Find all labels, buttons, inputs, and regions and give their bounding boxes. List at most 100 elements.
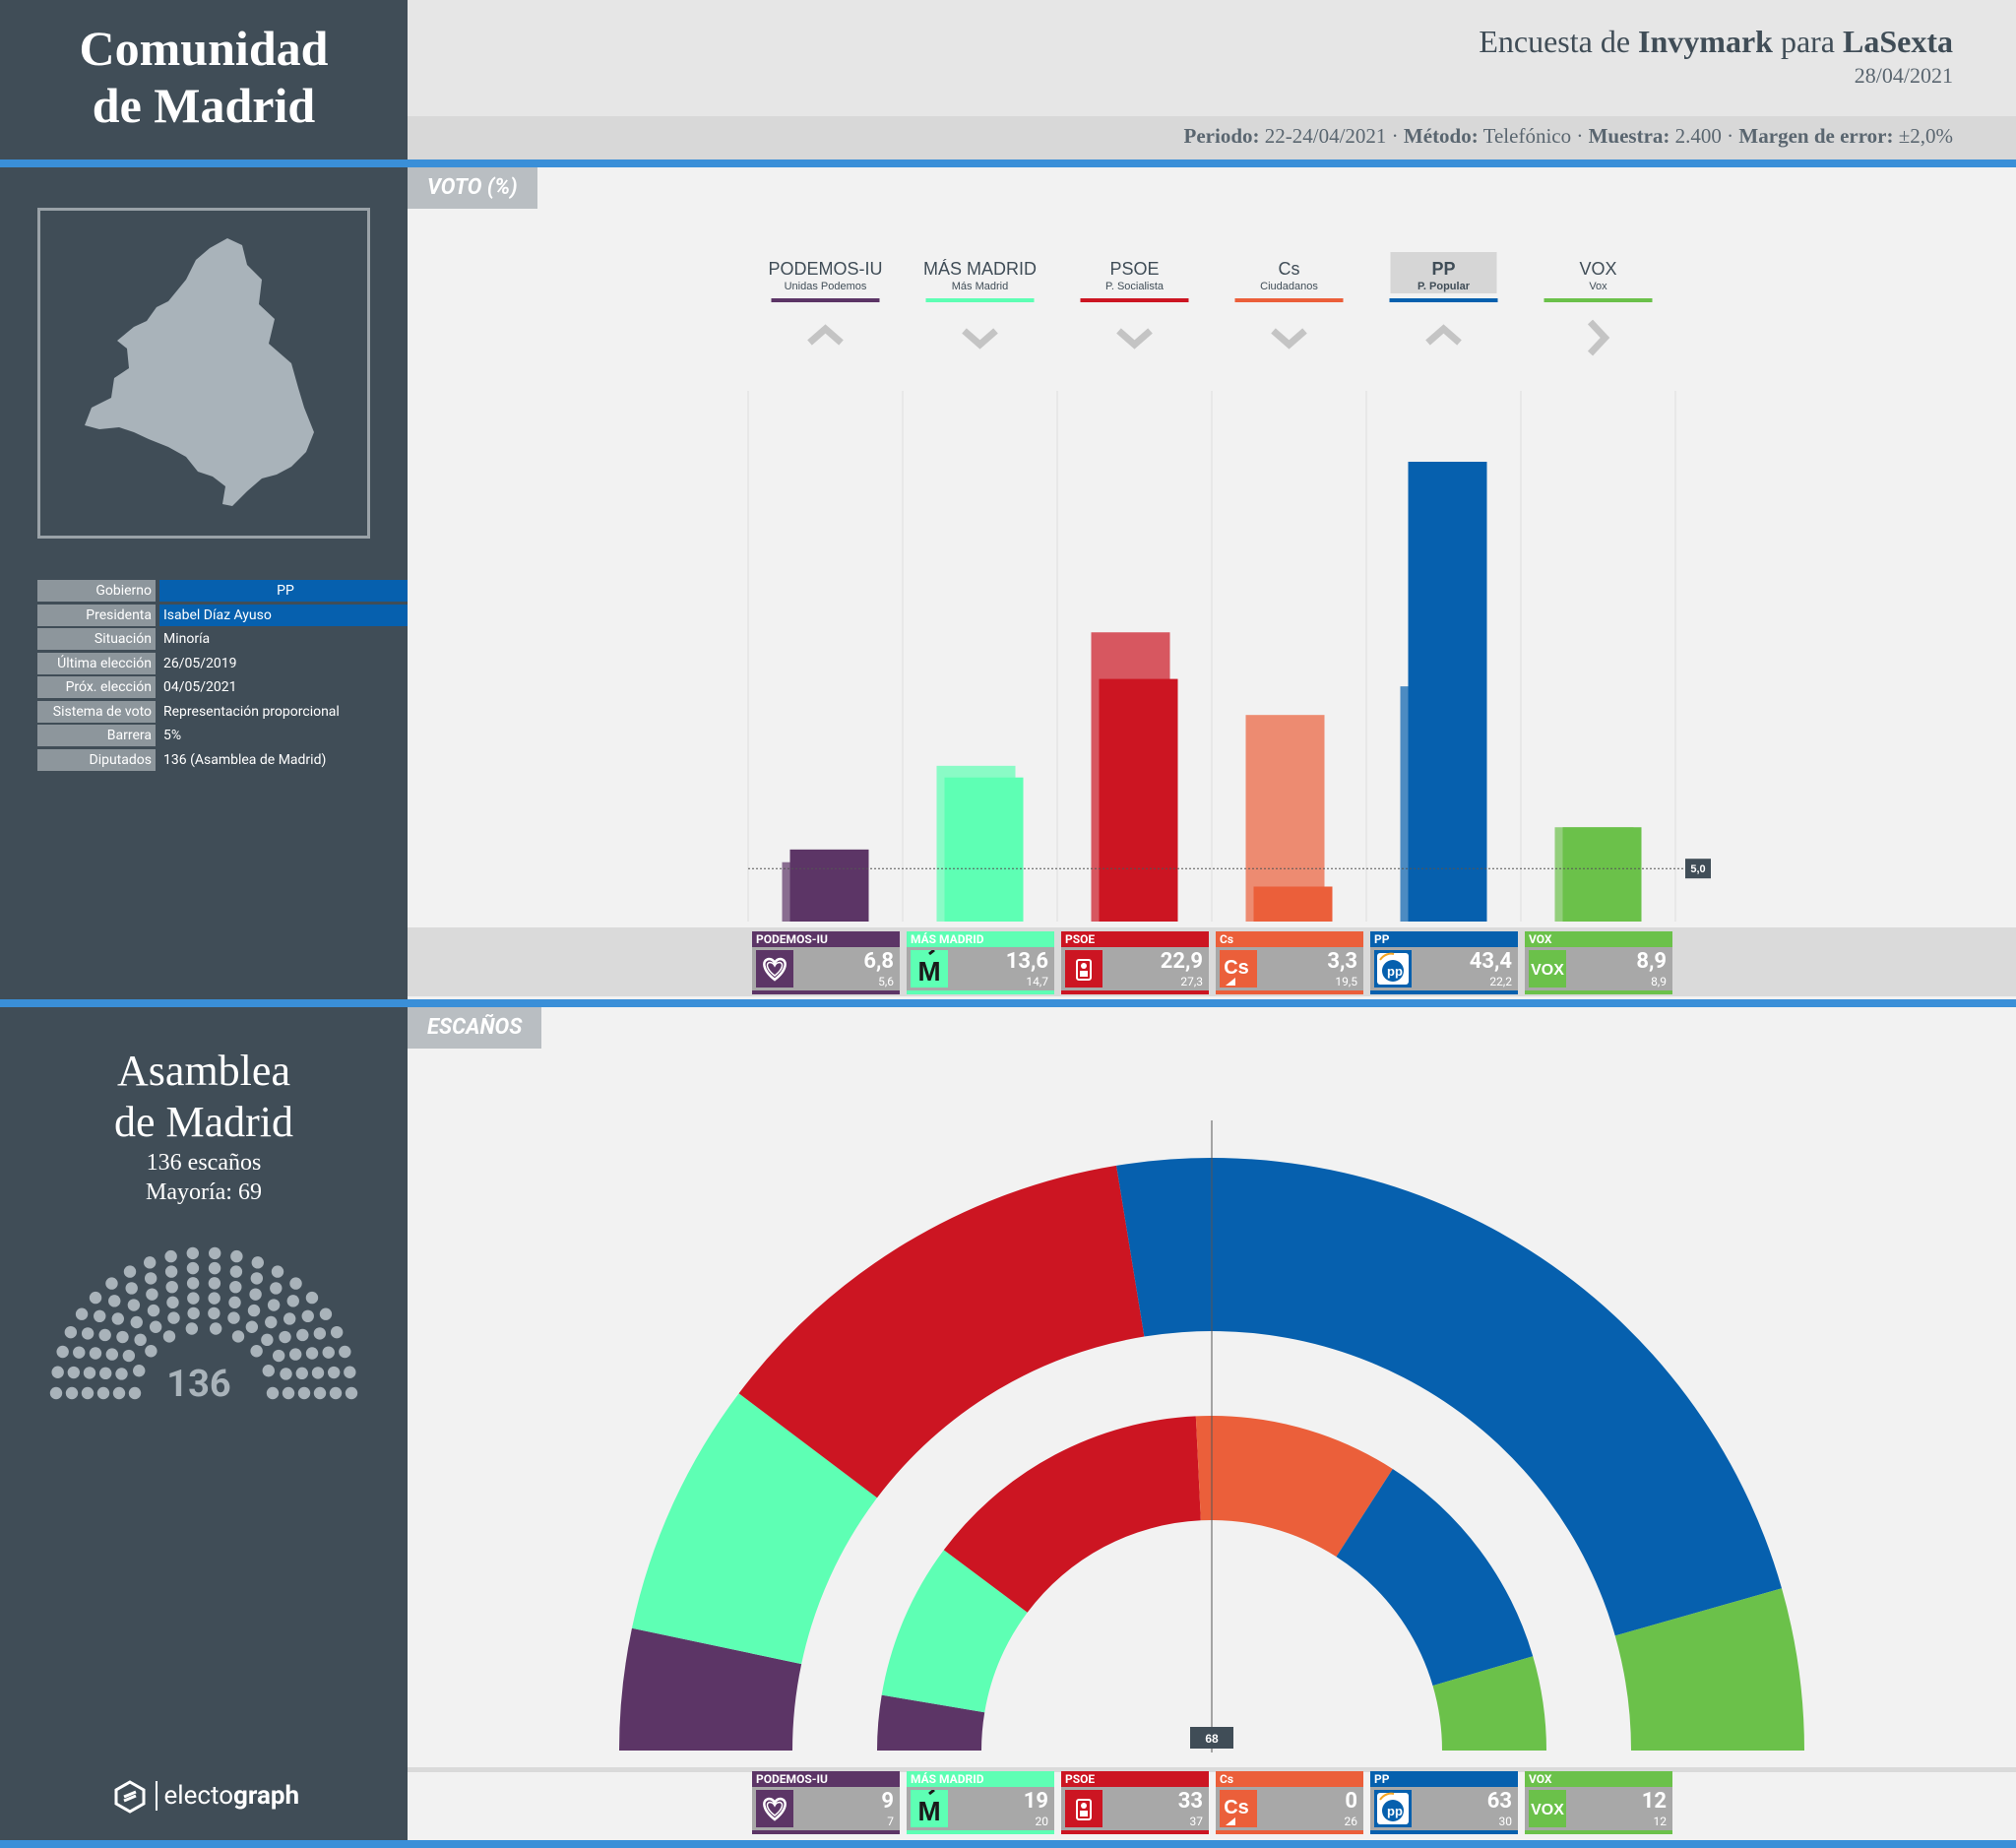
previous-seats-segment-podemos-iu <box>877 1694 985 1751</box>
party-card-mas-madrid: MÁS MADRID M 19 20 <box>907 1771 1054 1834</box>
region-title: Comunidad de Madrid <box>0 20 408 134</box>
info-key: Presidenta <box>37 604 156 626</box>
seat-dot <box>116 1330 129 1344</box>
current-seats-segment-mas-madrid <box>631 1393 878 1665</box>
party-card-underline <box>1525 1830 1672 1834</box>
info-key: Barrera <box>37 725 156 746</box>
party-card-label: MÁS MADRID <box>907 931 1054 947</box>
info-key: Gobierno <box>37 580 156 602</box>
seat-dot <box>186 1261 200 1275</box>
seat-dot <box>111 1312 124 1325</box>
majority-badge <box>1190 1727 1233 1749</box>
party-header-label: Cs <box>1279 259 1300 279</box>
periodo-label: Periodo: <box>1183 124 1260 148</box>
party-card-podemos-iu: PODEMOS-IU 6,8 5,6 <box>752 931 900 994</box>
party-header-highlight <box>1390 252 1497 293</box>
divider-bottom <box>0 1840 2016 1848</box>
seat-dot <box>250 1345 263 1358</box>
party-color-underline <box>1080 298 1189 302</box>
seat-dot <box>284 1312 296 1325</box>
party-card-underline <box>752 1830 900 1834</box>
seat-dot <box>89 1291 102 1305</box>
previous-seats-segment-pp <box>1336 1468 1534 1687</box>
seat-dot <box>133 1365 146 1377</box>
seat-dot <box>115 1368 128 1380</box>
party-card-cs: Cs Cs 0 26 <box>1216 1771 1363 1834</box>
svg-text:pp: pp <box>1387 1804 1403 1818</box>
party-card-vox: VOX VOX 8,9 8,9 <box>1525 931 1672 994</box>
vox-logo-icon: VOX <box>1531 1802 1564 1818</box>
pollster-name: Invymark <box>1638 24 1773 59</box>
party-card-pp: PP pp 63 30 <box>1370 1771 1518 1834</box>
seat-dot <box>187 1306 200 1320</box>
party-logo-icon: Cs <box>1220 950 1257 988</box>
party-logo-icon: VOX <box>1529 1790 1566 1827</box>
seat-dot <box>145 1345 158 1358</box>
info-key: Sistema de voto <box>37 700 156 723</box>
party-card-previous: 22,2 <box>1489 975 1512 988</box>
pp-logo-icon: pp <box>1377 952 1409 985</box>
seat-dot <box>67 1366 81 1379</box>
meta-sep: · <box>1727 124 1734 148</box>
seat-dot <box>167 1311 180 1324</box>
party-logo-icon: pp <box>1374 950 1412 988</box>
metodo-label: Método: <box>1403 124 1479 148</box>
threshold-label: 5,0 <box>1690 863 1705 875</box>
seats-hemicycle-chart: 68 <box>408 1120 2016 1772</box>
seat-dot <box>122 1349 136 1363</box>
current-seats-segment-pp <box>1116 1158 1783 1636</box>
party-full-name: Vox <box>1589 281 1607 292</box>
brand-logo: electograph <box>114 1780 299 1814</box>
periodo-value: 22-24/04/2021 <box>1264 124 1387 148</box>
current-seats-segment-podemos-iu <box>619 1627 802 1751</box>
party-logo-icon <box>1065 1790 1102 1827</box>
psoe-logo-icon <box>1076 959 1092 981</box>
current-bar-pp <box>1408 462 1487 922</box>
seat-dot <box>270 1282 283 1295</box>
party-card-value: 19 <box>1023 1789 1048 1814</box>
seat-dot <box>265 1315 278 1329</box>
current-seats-segment-psoe <box>738 1165 1145 1498</box>
seat-dot <box>108 1295 121 1307</box>
seat-dot <box>250 1272 264 1285</box>
previous-seats-segment-cs <box>1195 1416 1393 1558</box>
party-card-label: Cs <box>1216 931 1363 947</box>
seat-dot <box>144 1272 158 1285</box>
party-card-underline <box>907 1830 1054 1834</box>
seat-dot <box>228 1296 241 1309</box>
party-card-value: 33 <box>1177 1789 1203 1814</box>
info-value: Minoría <box>163 631 211 647</box>
client-name: LaSexta <box>1843 24 1953 59</box>
seat-dot <box>146 1288 158 1301</box>
seat-dot <box>49 1386 63 1400</box>
previous-seats-segment-vox <box>1432 1656 1546 1751</box>
trend-flat-icon <box>1587 319 1610 356</box>
vote-results-band <box>408 927 2016 996</box>
seat-dot <box>262 1365 275 1377</box>
vox-logo-icon: VOX <box>1531 962 1564 979</box>
party-card-value: 8,9 <box>1636 949 1667 974</box>
party-card-label: PODEMOS-IU <box>752 931 900 947</box>
electograph-logo-icon <box>114 1780 146 1814</box>
previous-seats-segment-psoe <box>943 1416 1201 1613</box>
party-card-value: 0 <box>1345 1789 1357 1814</box>
seat-dot <box>164 1249 177 1263</box>
party-logo-icon: M <box>911 948 948 988</box>
party-header-label: MÁS MADRID <box>923 259 1037 279</box>
party-card-psoe: PSOE 33 37 <box>1061 1771 1209 1834</box>
party-card-label: PSOE <box>1061 931 1209 947</box>
party-card-previous: 19,5 <box>1335 975 1357 988</box>
party-card-underline <box>907 990 1054 994</box>
party-card-value: 13,6 <box>1005 949 1048 974</box>
current-bar-vox <box>1562 827 1642 922</box>
info-value: PP <box>159 580 408 602</box>
seat-dot <box>339 1345 351 1359</box>
seat-dot <box>147 1304 160 1317</box>
poll-header <box>408 0 2016 116</box>
poll-prefix: Encuesta de <box>1479 24 1639 59</box>
brand-bold: graph <box>233 1780 300 1811</box>
seat-dot <box>81 1327 94 1340</box>
seat-dot <box>261 1333 274 1347</box>
margen-value: ±2,0% <box>1898 124 1953 148</box>
majority-label: 68 <box>1205 1732 1219 1746</box>
